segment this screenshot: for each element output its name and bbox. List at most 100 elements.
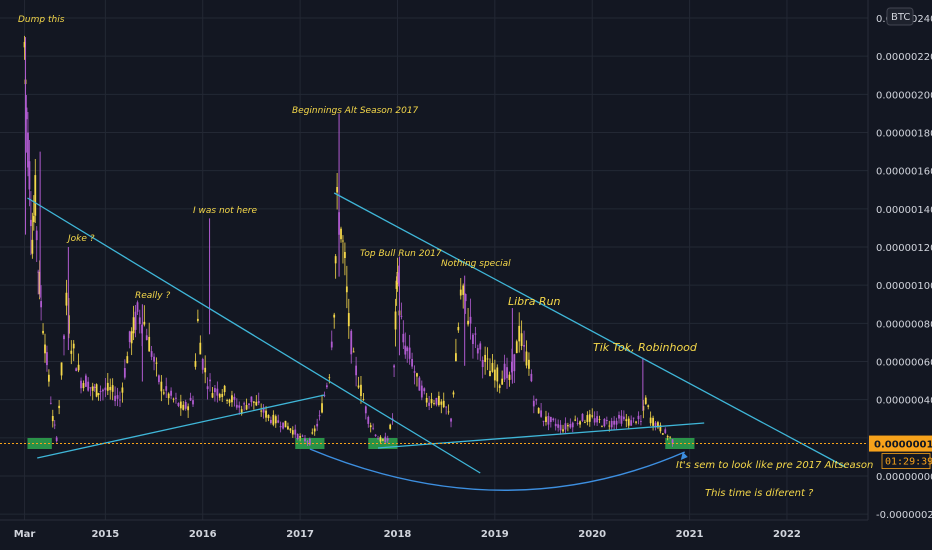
candle-body [379,436,382,442]
candle-body [342,240,344,242]
current-price-badge [869,435,932,452]
y-tick-label: 0.00000160 [876,167,932,178]
candle-body [554,423,557,427]
candle-body [404,345,407,355]
candle-body [189,397,192,401]
candle-body [601,426,603,428]
candle-body [386,438,389,441]
annotation-note: This time is diferent ? [705,488,814,499]
x-tick-label: Mar [14,529,36,540]
candle-body [447,411,450,413]
candle-body [625,419,628,422]
candle-body [464,294,467,302]
candle-body [635,421,637,423]
candle-body [238,405,241,408]
symbol-badge-label[interactable]: BTC [891,12,910,23]
candle-body [42,330,44,334]
candle-body [559,424,562,431]
candle-body [369,425,372,428]
candle-body [532,400,535,407]
candle-body [119,399,121,401]
candle-body [393,365,395,368]
candle-body [425,398,428,403]
candle-body [547,416,550,425]
candle-body [282,422,284,429]
candle-body [228,399,231,403]
candle-body [455,353,457,362]
candle-body [316,423,319,427]
candle-body [406,347,409,352]
candle-body [313,428,316,432]
candle-body [352,351,355,353]
candle-body [44,344,46,354]
trendline [27,197,481,474]
candle-body [325,385,328,388]
candle-body [143,321,146,325]
candle-body [372,427,375,429]
symbol-badge[interactable] [886,7,914,26]
candle-body [588,414,591,422]
candle-body [377,438,379,440]
candle-body [130,331,133,344]
y-tick-label: 0.00000180 [876,129,932,140]
x-tick-label: 2016 [189,529,217,540]
candle-body [84,375,87,387]
rounding-bottom-curve [309,448,686,491]
candle-body [603,418,606,427]
candle-body [637,415,640,420]
accumulation-zone [27,438,52,449]
x-tick-label: 2020 [578,529,606,540]
candle-body [148,336,151,352]
candle-body [400,315,403,317]
candle-body [345,286,348,293]
y-tick-label: 0.00000120 [876,243,932,254]
candle-body [569,423,572,428]
candle-body [540,410,543,417]
candle-body [170,390,172,396]
candle-body [620,415,623,424]
candle-body [562,429,564,432]
candle-body [60,362,63,376]
candle-body [91,386,94,391]
candle-body [591,415,594,417]
candle-body [396,271,399,285]
x-tick-label: 2015 [91,529,119,540]
current-price-value: 0.00000017 [874,440,932,451]
candle-body [479,343,482,350]
candle-body [394,311,397,330]
candle-body [661,433,664,435]
candle-body [87,381,90,391]
candle-body [430,399,433,404]
candle-body [114,395,117,402]
y-tick-label: 0.00000060 [876,358,932,369]
candle-body [508,374,511,380]
candle-body [306,441,309,443]
candle-body [27,132,29,168]
candle-body [49,402,52,404]
candle-body [659,425,662,432]
candle-body [649,417,652,424]
candle-body [428,402,431,406]
candle-body [381,439,384,441]
candle-body [552,418,555,421]
candle-body [367,417,370,424]
candle-body [481,359,484,368]
candle-body [93,386,96,388]
candle-body [374,434,377,436]
candle-body [503,363,506,380]
y-tick-label: 0.00000220 [876,52,932,63]
time-axis-panel [0,520,932,550]
candle-body [301,435,304,437]
candle-body [435,398,438,405]
candle-body [491,362,494,372]
candle-body [132,317,135,334]
x-tick-label: 2021 [676,529,704,540]
candle-body [397,272,400,283]
candle-body [128,331,131,343]
candle-body [206,386,209,390]
candle-body [150,351,153,357]
candle-body [344,252,346,259]
candle-body [566,425,569,427]
candle-body [501,378,504,385]
